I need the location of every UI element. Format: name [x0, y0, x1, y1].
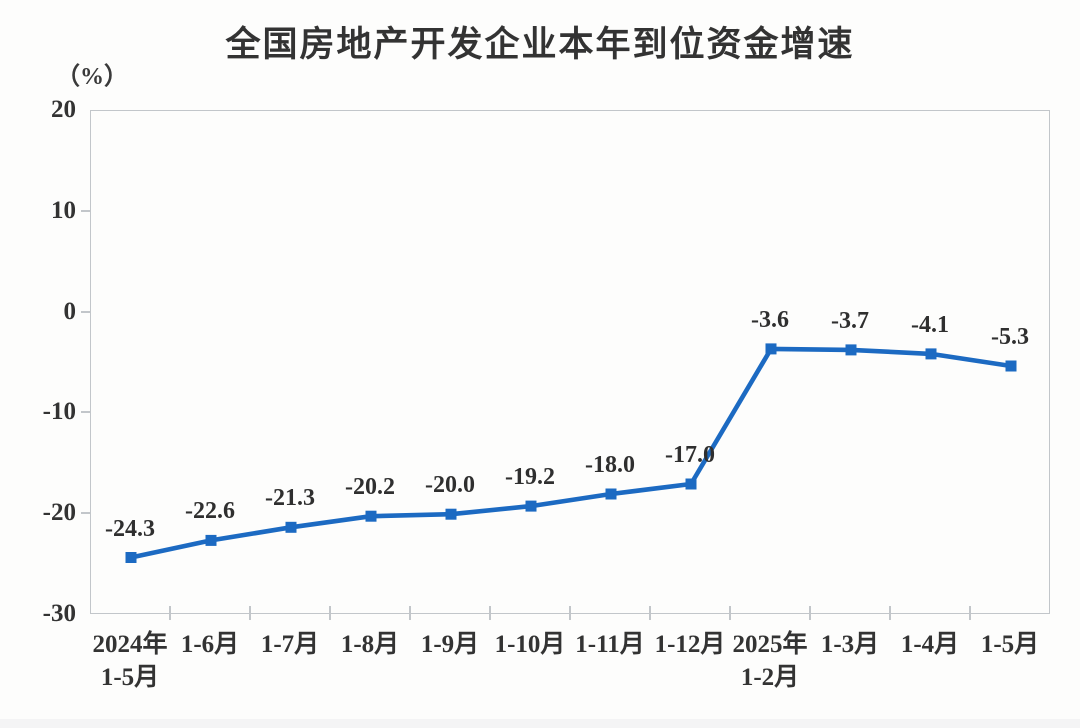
data-point-label: -21.3	[265, 485, 315, 512]
y-tick-label: 20	[51, 96, 76, 123]
data-point-marker	[125, 552, 137, 563]
data-point-marker	[925, 348, 937, 360]
data-point-label: -3.6	[751, 306, 789, 333]
x-axis-category-line1: 1-11月	[575, 631, 645, 658]
x-axis-category-label: 1-9月	[380, 628, 520, 661]
data-point-marker	[685, 478, 697, 490]
x-axis-category-line1: 1-7月	[260, 631, 320, 658]
x-axis-category-line1: 2025年	[732, 631, 808, 658]
x-tick-mark	[169, 606, 171, 620]
bottom-strip	[0, 719, 1080, 728]
y-tick-label: 10	[51, 196, 76, 224]
y-axis-unit-label: （%）	[56, 64, 128, 90]
data-point-label: -24.3	[105, 515, 155, 542]
x-tick-mark	[569, 606, 571, 620]
x-tick-mark	[729, 606, 731, 620]
data-point-marker	[445, 508, 457, 520]
data-point-label: -19.2	[505, 464, 555, 491]
x-tick-mark	[969, 606, 971, 620]
x-axis-category-label: 2025年 1-2月	[700, 628, 840, 694]
y-tick-label: -20	[42, 499, 76, 527]
y-tick-label: -10	[42, 398, 76, 426]
plot-area	[90, 110, 1050, 614]
x-tick-mark	[249, 606, 251, 620]
x-axis-category-line1: 1-3月	[820, 631, 880, 658]
data-point-label: -20.0	[425, 472, 475, 499]
x-axis-category-label: 1-8月	[300, 628, 440, 661]
series-line	[128, 346, 1014, 560]
x-axis-category-line1: 1-12月	[654, 631, 726, 658]
data-point-marker	[285, 521, 297, 533]
x-tick-mark	[889, 606, 891, 620]
x-axis-category-line1: 1-4月	[900, 631, 960, 658]
data-point-marker	[525, 500, 537, 512]
x-axis-category-label: 1-3月	[780, 628, 920, 661]
x-tick-mark	[649, 606, 651, 620]
y-tick-label: -30	[42, 600, 76, 627]
data-point-label: -17.0	[665, 441, 715, 468]
data-point-marker	[205, 534, 217, 546]
x-axis-category-line1: 1-8月	[340, 631, 400, 658]
data-point-label: -20.2	[345, 474, 395, 501]
data-point-label: -3.7	[831, 307, 869, 334]
data-point-marker	[845, 344, 857, 356]
x-axis-category-label: 1-4月	[860, 628, 1000, 661]
x-axis-category-label: 1-7月	[220, 628, 360, 661]
x-tick-mark	[409, 606, 411, 620]
y-tick-label: 0	[63, 297, 77, 325]
data-point-marker	[1005, 360, 1017, 372]
data-point-label: -5.3	[991, 324, 1029, 351]
x-axis-category-label: 1-6月	[140, 628, 280, 661]
line-series	[125, 343, 1017, 563]
x-axis-category-label: 1-5月	[940, 628, 1080, 661]
data-point-marker	[365, 510, 377, 522]
data-point-marker	[765, 343, 777, 355]
data-point-label: -22.6	[185, 498, 235, 525]
x-axis-category-line2: 1-5月	[100, 664, 160, 691]
x-axis-category-label: 1-11月	[540, 628, 680, 661]
x-axis-category-label: 1-12月	[620, 628, 760, 661]
x-axis-category-line1: 2024年	[92, 631, 168, 658]
data-point-marker	[605, 488, 617, 500]
data-point-label: -4.1	[911, 311, 949, 338]
y-tick-mark	[81, 411, 90, 414]
y-tick-mark	[81, 310, 90, 313]
x-tick-mark	[809, 606, 811, 620]
y-tick-mark	[81, 209, 90, 212]
x-axis-category-label: 1-10月	[460, 628, 600, 661]
data-point-label: -18.0	[585, 452, 635, 479]
y-tick-mark	[81, 512, 90, 515]
x-axis-category-line1: 1-5月	[980, 631, 1040, 658]
x-axis-category-line1: 1-6月	[180, 631, 240, 658]
chart-title: 全国房地产开发企业本年到位资金增速	[225, 25, 855, 64]
x-axis-category-label: 2024年 1-5月	[60, 628, 200, 694]
x-tick-mark	[489, 606, 491, 620]
x-axis-category-line1: 1-9月	[420, 631, 480, 658]
x-axis-category-line2: 1-2月	[740, 664, 800, 691]
x-tick-mark	[329, 606, 331, 620]
x-axis-category-line1: 1-10月	[494, 631, 566, 658]
